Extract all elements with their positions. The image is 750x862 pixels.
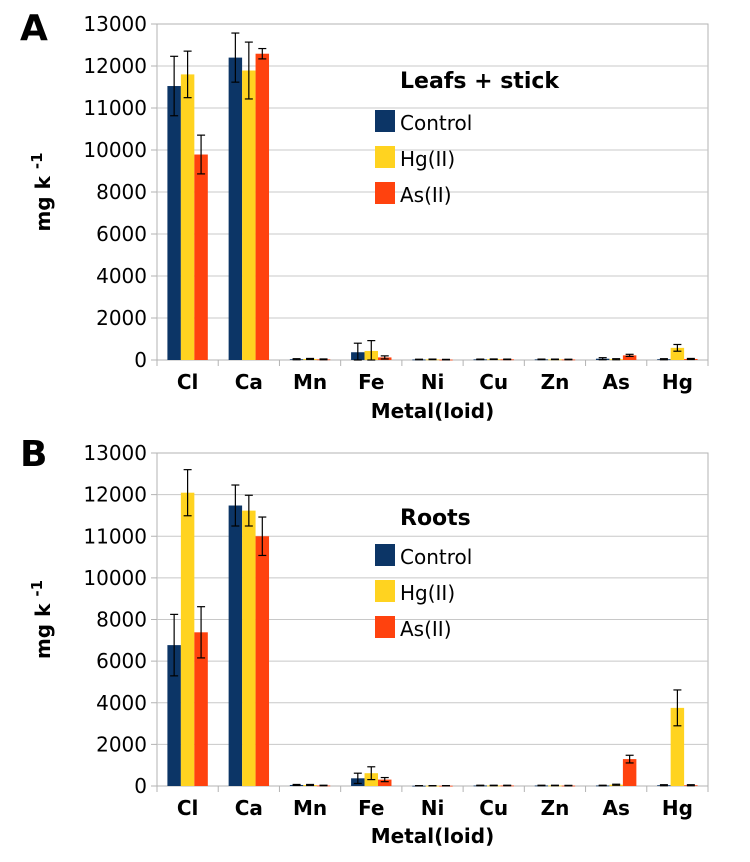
y-tick-label: 2000 [96, 732, 147, 756]
y-axis-label: mg k -1 [28, 580, 55, 659]
bar-control-ca [228, 505, 243, 786]
bar-hgii-cl [180, 492, 195, 786]
x-tick-label: Cl [177, 370, 199, 394]
bar-hgii-cl [180, 74, 195, 361]
panel-title: Leafs + stick [400, 69, 560, 94]
y-tick-label: 0 [134, 774, 147, 798]
x-tick-label: Mn [293, 370, 327, 394]
y-tick-label: 8000 [96, 180, 147, 204]
panel-a: 0 2000 4000 6000 8000 10000 11000 12000 13000 Cl C… [20, 8, 709, 423]
y-tick-label: 2000 [96, 306, 147, 330]
y-tick-label: 10000 [83, 138, 147, 162]
legend-swatch [375, 580, 395, 602]
x-tick-label: As [602, 796, 629, 820]
x-tick-label: Cu [479, 796, 508, 820]
x-axis-label: Metal(loid) [371, 399, 494, 423]
panel-letter: A [20, 8, 48, 49]
y-tick-label: 4000 [96, 691, 147, 715]
bar-hgii-hg [670, 707, 685, 786]
x-tick-label: Mn [293, 796, 327, 820]
x-tick-label: Fe [358, 796, 384, 820]
bar-asii-ca [255, 536, 270, 786]
bar-asii-as [622, 759, 637, 786]
bar-hgii-ca [242, 510, 256, 786]
bar-asii-cl [194, 154, 208, 360]
y-tick-label: 6000 [96, 222, 147, 246]
legend-label: Hg(II) [400, 581, 455, 605]
y-tick-label: 11000 [83, 524, 147, 548]
legend-swatch [375, 544, 395, 566]
panel-letter: B [20, 434, 47, 475]
legend-swatch [375, 146, 395, 168]
x-tick-label: Ni [421, 796, 445, 820]
bar-control-cl [167, 645, 181, 786]
bar-asii-as [622, 355, 637, 360]
x-tick-label: As [602, 370, 629, 394]
legend-label: Control [400, 545, 472, 569]
y-tick-label: 11000 [83, 96, 147, 120]
legend-label: As(II) [400, 183, 452, 207]
y-tick-label: 12000 [83, 54, 147, 78]
y-tick-label: 0 [134, 348, 147, 372]
legend-label: Control [400, 111, 472, 135]
y-tick-label: 12000 [83, 483, 147, 507]
y-tick-label: 13000 [83, 441, 147, 465]
x-tick-label: Zn [541, 796, 570, 820]
x-tick-label: Fe [358, 370, 384, 394]
x-tick-label: Ni [421, 370, 445, 394]
bar-control-ca [228, 57, 243, 360]
bar-asii-fe [378, 779, 392, 786]
panel-title: Roots [400, 506, 471, 531]
y-tick-label: 6000 [96, 649, 147, 673]
legend-swatch [375, 616, 395, 638]
y-axis-label: mg k -1 [28, 152, 55, 231]
y-tick-label: 4000 [96, 264, 147, 288]
legend-swatch [375, 182, 395, 204]
y-tick-label: 13000 [83, 12, 147, 36]
bar-control-cl [167, 86, 181, 361]
legend-label: As(II) [400, 617, 452, 641]
x-axis-label: Metal(loid) [371, 824, 494, 848]
bar-asii-cl [194, 632, 208, 786]
bar-asii-ca [255, 53, 270, 360]
y-tick-label: 10000 [83, 566, 147, 590]
panel-b: 0 2000 4000 6000 8000 10000 11000 12000 13000 Cl C… [20, 434, 709, 848]
legend-label: Hg(II) [400, 147, 455, 171]
legend-swatch [375, 110, 395, 132]
bar-hgii-ca [242, 70, 256, 361]
x-tick-label: Ca [235, 370, 263, 394]
x-tick-label: Ca [235, 796, 263, 820]
y-tick-label: 8000 [96, 608, 147, 632]
x-tick-label: Hg [662, 370, 693, 394]
x-tick-label: Cu [479, 370, 508, 394]
x-tick-label: Zn [541, 370, 570, 394]
x-tick-label: Cl [177, 796, 199, 820]
x-tick-label: Hg [662, 796, 693, 820]
